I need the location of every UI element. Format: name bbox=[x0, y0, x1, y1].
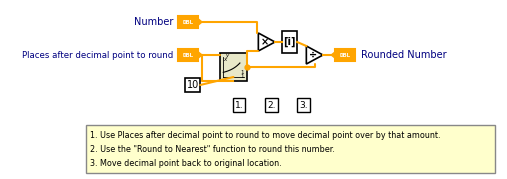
Bar bbox=[86, 125, 495, 173]
Text: ×: × bbox=[261, 37, 269, 47]
Bar bbox=[220, 53, 247, 81]
Bar bbox=[335, 49, 355, 61]
Bar bbox=[186, 78, 200, 92]
Text: 3.: 3. bbox=[299, 100, 308, 110]
Text: 10: 10 bbox=[187, 80, 199, 90]
Text: 2.: 2. bbox=[267, 100, 275, 110]
Text: 3. Move decimal point back to original location.: 3. Move decimal point back to original l… bbox=[90, 158, 282, 168]
Text: DBL: DBL bbox=[340, 52, 351, 57]
Text: 1. Use Places after decimal point to round to move decimal point over by that am: 1. Use Places after decimal point to rou… bbox=[90, 130, 441, 139]
Bar bbox=[265, 98, 278, 112]
Text: Rounded Number: Rounded Number bbox=[361, 50, 447, 60]
Bar bbox=[233, 98, 245, 112]
Polygon shape bbox=[306, 46, 323, 64]
Polygon shape bbox=[198, 19, 202, 25]
Text: DBL: DBL bbox=[183, 52, 194, 57]
Text: 1: 1 bbox=[240, 74, 243, 79]
Text: x: x bbox=[224, 57, 227, 62]
Text: DBL: DBL bbox=[183, 20, 194, 25]
Polygon shape bbox=[259, 33, 275, 51]
Text: y: y bbox=[225, 52, 229, 57]
Text: Places after decimal point to round: Places after decimal point to round bbox=[22, 50, 173, 59]
Text: Number: Number bbox=[134, 17, 173, 27]
Text: ÷: ÷ bbox=[309, 50, 317, 60]
Polygon shape bbox=[198, 52, 202, 58]
Text: [i]: [i] bbox=[283, 37, 296, 47]
Bar bbox=[178, 16, 198, 28]
Text: 1.: 1. bbox=[235, 100, 243, 110]
Text: 2. Use the "Round to Nearest" function to round this number.: 2. Use the "Round to Nearest" function t… bbox=[90, 144, 335, 154]
Bar bbox=[297, 98, 310, 112]
Text: 1: 1 bbox=[240, 69, 243, 74]
Bar bbox=[178, 49, 198, 61]
Bar bbox=[282, 31, 297, 53]
Polygon shape bbox=[331, 52, 335, 58]
